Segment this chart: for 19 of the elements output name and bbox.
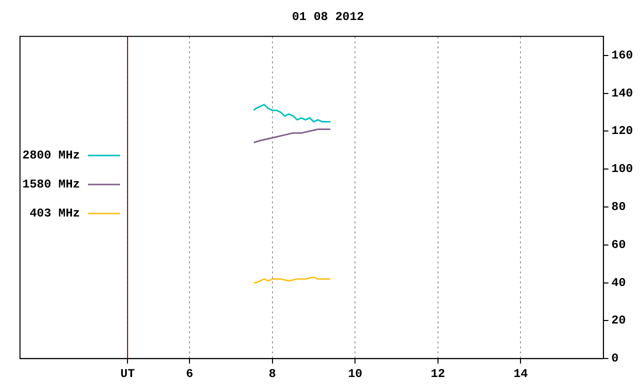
chart-title: 01 08 2012 <box>292 10 364 24</box>
y-tick-label: 60 <box>611 238 626 252</box>
y-tick-label: 100 <box>611 162 634 176</box>
legend-label: 1580 MHz <box>22 178 80 192</box>
x-tick-label: 10 <box>348 366 362 381</box>
y-tick-label: 20 <box>611 314 626 328</box>
legend-label: 403 MHz <box>30 206 80 221</box>
x-tick-label: 8 <box>268 366 276 381</box>
y-tick-label: 40 <box>611 276 626 290</box>
y-tick-label: 120 <box>611 124 634 138</box>
y-tick-label: 80 <box>611 200 626 214</box>
x-tick-label: 14 <box>513 366 528 381</box>
y-tick-label: 140 <box>611 86 634 100</box>
x-tick-label: UT <box>120 366 135 381</box>
x-tick-label: 6 <box>186 366 194 381</box>
y-tick-label: 160 <box>611 48 634 62</box>
x-tick-label: 12 <box>430 366 446 381</box>
legend-label: 2800 MHz <box>22 148 80 163</box>
y-tick-label: 0 <box>611 352 619 366</box>
